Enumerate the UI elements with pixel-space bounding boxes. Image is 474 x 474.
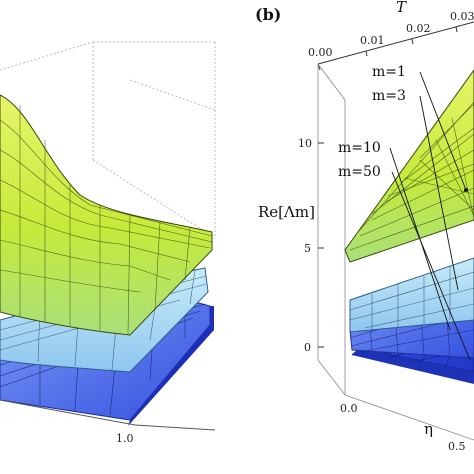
T-axis-label: T (396, 0, 407, 16)
z-tick-0: 0 (304, 341, 311, 354)
surface-a-yellow-grid (0, 105, 213, 335)
eta-tick-0: 0.0 (340, 402, 358, 415)
panel-a-axis (0, 399, 136, 426)
panel-b-label: (b) (255, 5, 281, 24)
surface-a-yellow (0, 94, 213, 336)
surface-b-m1-grid (349, 101, 474, 251)
panel-a-box (0, 41, 216, 239)
panel-b-legend: m=1 m=3 m=10 m=50 (338, 64, 471, 361)
panel-b-box (317, 63, 474, 441)
panel-b-z-axis: 0 5 10 Re[Λm] (258, 137, 324, 354)
eta-tick-05: 0.5 (448, 440, 466, 453)
z-tick-5: 5 (304, 242, 311, 255)
T-tick-2: 0.02 (406, 22, 431, 35)
surface-b-m3 (349, 257, 474, 333)
panel-b-eta-axis: 0.0 0.5 η (340, 402, 466, 453)
panel-a-x-tick: 1.0 (116, 432, 134, 445)
label-m10: m=10 (338, 140, 381, 156)
panel-b: (b) 0.00 0.01 0.02 0.03 T 0 (255, 0, 474, 453)
panel-b-T-axis: 0.00 0.01 0.02 0.03 T (308, 0, 474, 71)
z-tick-10: 10 (298, 137, 312, 150)
T-tick-3: 0.03 (450, 10, 474, 23)
T-tick-1: 0.01 (360, 34, 385, 47)
eta-axis-label: η (424, 420, 433, 438)
z-axis-label: Re[Λm] (258, 203, 315, 221)
leader-lines (389, 71, 471, 361)
label-m3: m=3 (372, 88, 406, 104)
T-tick-0: 0.00 (308, 46, 333, 59)
label-m50: m=50 (338, 164, 381, 180)
leader-dot-m1 (464, 188, 468, 192)
panel-a: 1.0 (0, 41, 216, 445)
surface-b-m3-grid (349, 266, 474, 330)
label-m1: m=1 (372, 64, 406, 80)
surface-b-m1 (344, 69, 474, 263)
